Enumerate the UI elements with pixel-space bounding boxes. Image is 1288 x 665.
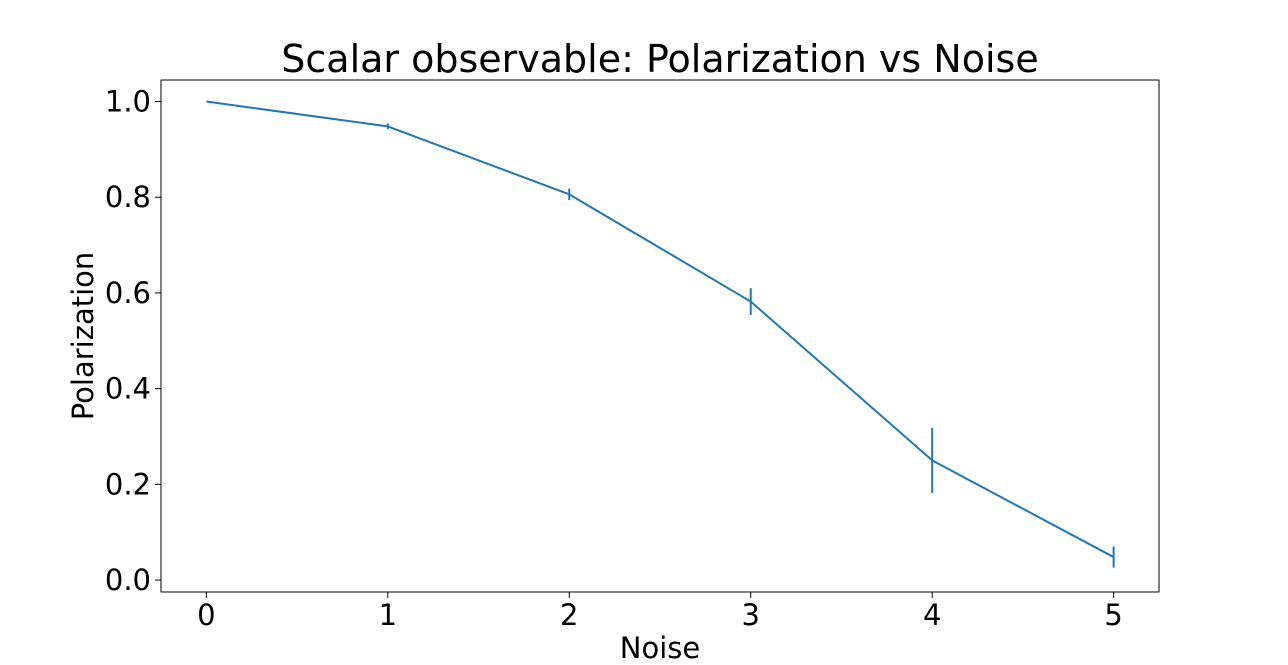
plot-frame <box>160 79 1160 593</box>
y-tick-label: 0.6 <box>105 276 151 310</box>
x-tick-label: 1 <box>379 598 397 632</box>
y-tick-label: 0.8 <box>105 180 151 214</box>
x-tick-label: 4 <box>923 598 941 632</box>
y-tick-label: 0.4 <box>105 372 151 406</box>
x-tick-label: 0 <box>197 598 215 632</box>
x-axis-label: Noise <box>620 631 700 665</box>
y-tick-label: 1.0 <box>105 85 151 119</box>
x-tick-label: 5 <box>1104 598 1122 632</box>
series-layer <box>206 100 1115 568</box>
y-tick-label: 0.2 <box>105 467 151 501</box>
y-tick-label: 0.0 <box>105 563 151 597</box>
x-tick-label: 3 <box>742 598 760 632</box>
x-tick-label: 2 <box>560 598 578 632</box>
series-line <box>206 100 1115 558</box>
y-axis-label: Polarization <box>66 252 100 421</box>
plot-area <box>160 79 1160 593</box>
ticks-layer: 0 1 2 3 4 5 0.0 0.2 0.4 0.6 0.8 1.0 <box>105 85 1123 632</box>
chart-title: Scalar observable: Polarization vs Noise <box>281 37 1038 81</box>
